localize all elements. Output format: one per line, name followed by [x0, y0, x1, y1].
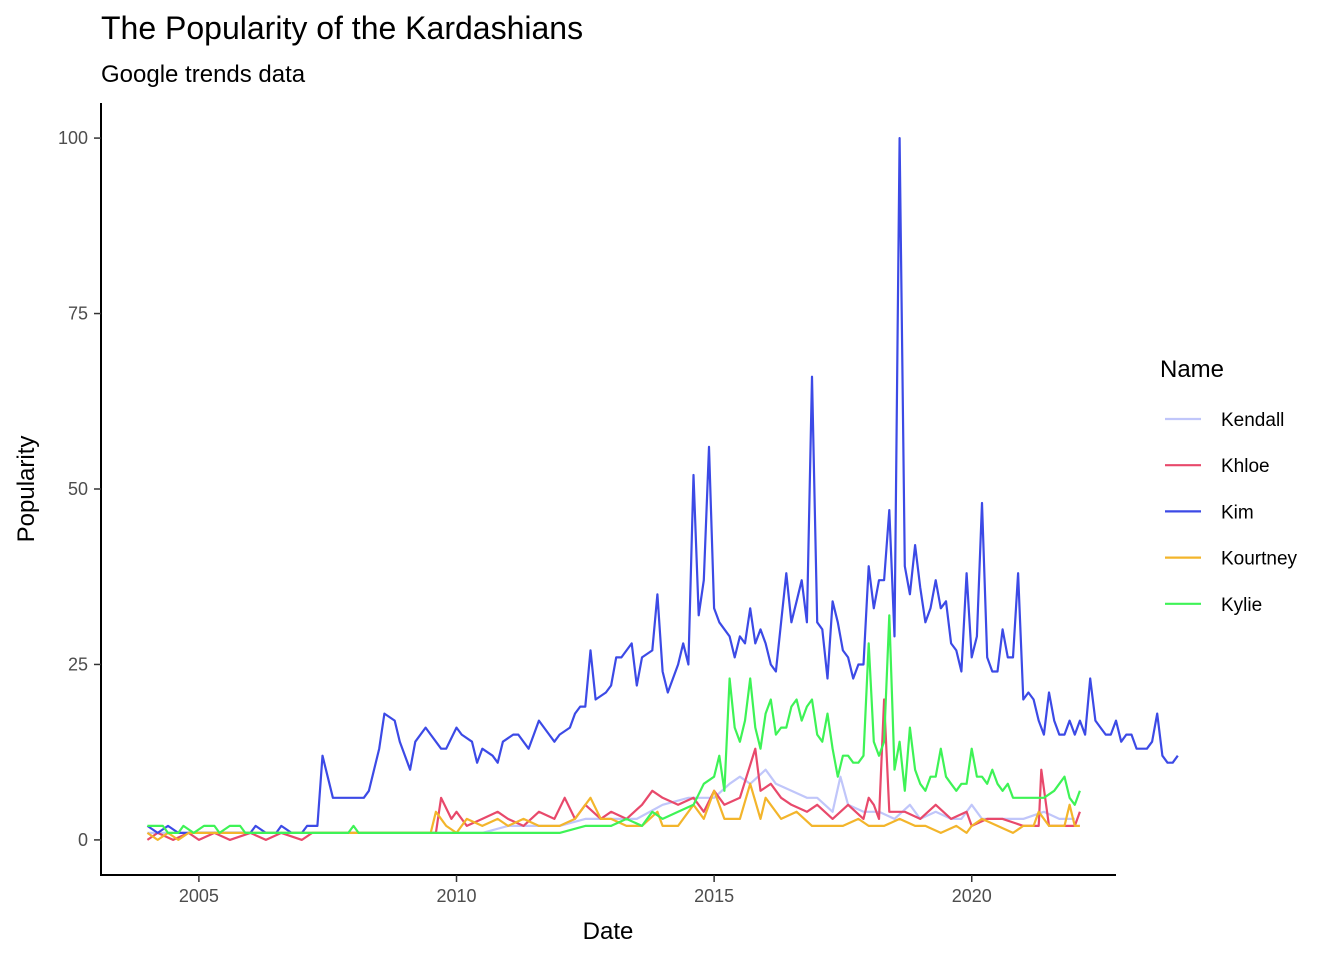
plot-lines: [146, 137, 1179, 841]
y-tick-label: 0: [78, 830, 88, 850]
series-line-kendall: [147, 768, 1075, 834]
y-axis-ticks: 0 25 50 75 100: [58, 128, 101, 850]
y-tick-label: 50: [68, 479, 88, 499]
y-tick-label: 75: [68, 304, 88, 324]
x-axis-ticks: 2005 2010 2015 2020: [179, 875, 992, 906]
legend-label-kendall: Kendall: [1221, 410, 1284, 431]
chart-subtitle: Google trends data: [101, 61, 306, 88]
chart-title: The Popularity of the Kardashians: [101, 10, 583, 46]
series-line-kylie: [147, 614, 1081, 834]
y-axis-title: Popularity: [13, 436, 40, 543]
x-tick-label: 2020: [952, 886, 992, 906]
legend-title: Name: [1160, 356, 1224, 383]
x-tick-label: 2010: [436, 886, 476, 906]
legend-label-kylie: Kylie: [1221, 595, 1262, 616]
x-tick-label: 2015: [694, 886, 734, 906]
x-tick-label: 2005: [179, 886, 219, 906]
legend: Name Kendall Khloe Kim Kourtney Kylie: [1160, 356, 1298, 616]
legend-label-kim: Kim: [1221, 502, 1254, 523]
series-line-kourtney: [146, 782, 1080, 841]
y-tick-label: 100: [58, 128, 88, 148]
legend-label-khloe: Khloe: [1221, 456, 1270, 477]
x-axis-title: Date: [583, 918, 634, 945]
series-line-kim: [146, 137, 1179, 834]
y-tick-label: 25: [68, 654, 88, 674]
legend-label-kourtney: Kourtney: [1221, 549, 1298, 570]
